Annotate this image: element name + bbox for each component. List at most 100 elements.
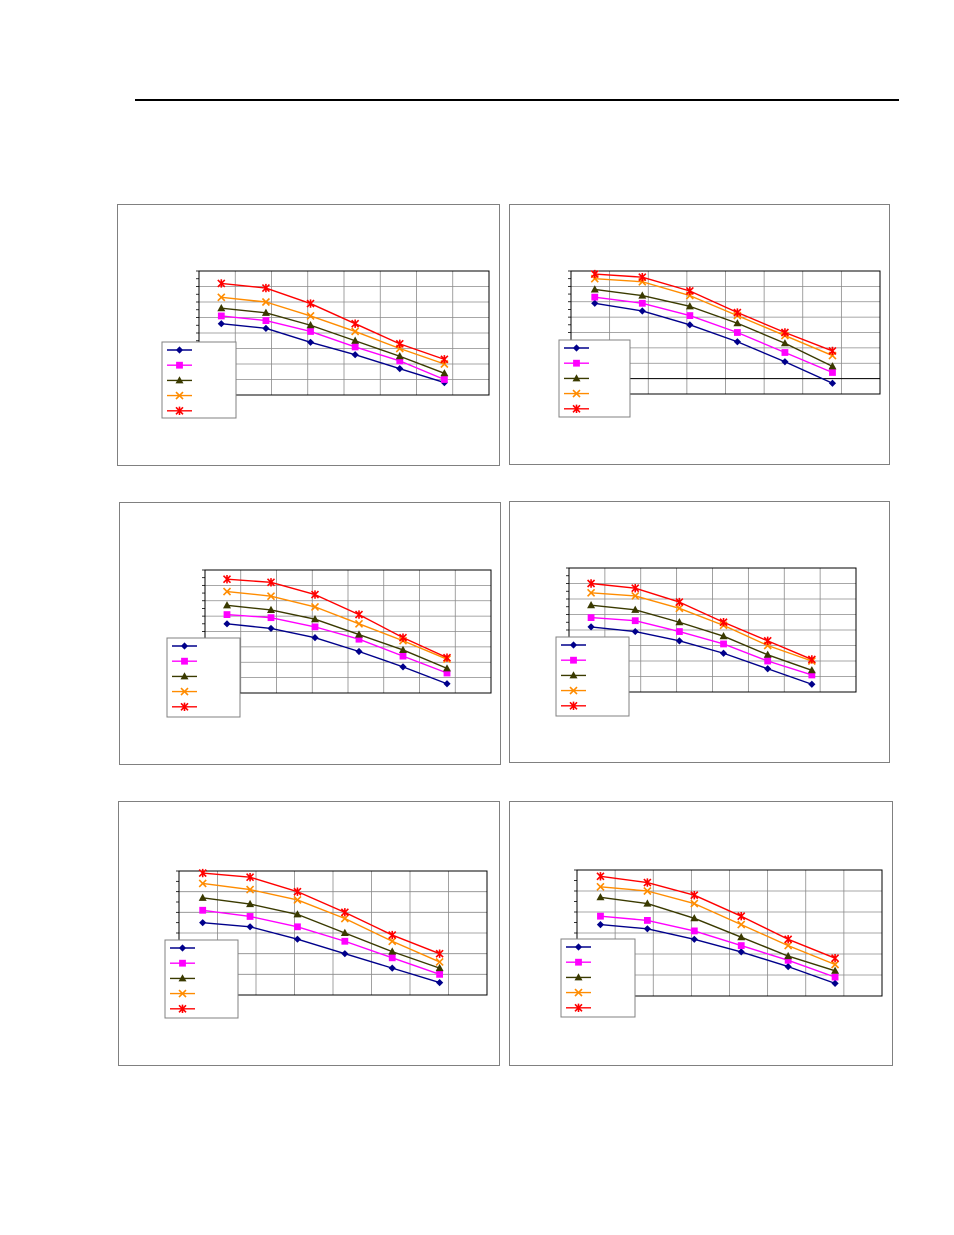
chart-2-series-3-point xyxy=(685,302,694,310)
chart-1-series-5-point xyxy=(306,299,315,308)
chart-2-plot-border xyxy=(570,270,881,395)
chart-5-series-3-point xyxy=(435,963,444,972)
chart-5-series-1-line xyxy=(202,921,440,984)
chart-3-series-5-point xyxy=(222,575,232,584)
chart-6-series-2-line xyxy=(600,915,836,978)
chart-4-series-4-line xyxy=(591,592,813,662)
chart-1-series-4-point xyxy=(306,311,315,321)
chart-1-series-5-point xyxy=(217,279,226,288)
chart-3-legend-marker-2 xyxy=(181,657,188,665)
header-rule xyxy=(135,99,899,101)
chart-2-series-5-line xyxy=(594,273,833,352)
chart-2-series-2-point xyxy=(638,299,646,307)
chart-5-series-5-point xyxy=(198,868,207,878)
chart-5-legend-marker-2 xyxy=(179,959,186,967)
chart-3-series-5-point xyxy=(354,610,364,619)
chart-1-series-5-point xyxy=(440,355,449,364)
chart-6-series-5-point xyxy=(596,872,605,881)
chart-4-series-2-point xyxy=(631,617,639,625)
chart-5-series-4-point xyxy=(435,957,444,966)
chart-panel-3 xyxy=(119,502,501,765)
chart-3-series-5-line xyxy=(226,578,448,659)
chart-1-series-5-point xyxy=(395,339,404,349)
chart-2-series-5-point xyxy=(733,308,742,317)
chart-2-series-2-point xyxy=(781,349,789,356)
chart-3-series-5-point xyxy=(442,653,452,662)
chart-4-series-2-point xyxy=(587,614,595,621)
chart-1-series-2-point xyxy=(262,317,270,324)
chart-6-series-5-point xyxy=(737,912,746,921)
chart-5-series-2-point xyxy=(246,913,254,920)
chart-6-plot-border xyxy=(576,869,883,997)
chart-5-series-4-point xyxy=(340,914,349,923)
chart-4-series-4-point xyxy=(675,604,684,613)
chart-3-series-3-point xyxy=(311,615,319,623)
chart-5-plot-border xyxy=(178,870,488,996)
chart-3-legend-marker-5 xyxy=(180,702,189,711)
chart-1-series-3-point xyxy=(261,308,270,316)
chart-2-series-5-point xyxy=(828,346,837,356)
chart-3-series-2-point xyxy=(399,652,407,660)
chart-4-series-3-point xyxy=(675,618,684,626)
chart-5-series-4-point xyxy=(388,937,397,946)
chart-4-series-1-point xyxy=(764,665,772,673)
chart-6-series-3-point xyxy=(737,933,746,941)
chart-1-series-3-line xyxy=(221,307,445,374)
chart-6-series-1-point xyxy=(831,979,839,987)
chart-1-legend-marker-3 xyxy=(175,376,184,384)
chart-5-legend-marker-5 xyxy=(178,1004,187,1013)
chart-5-series-2-line xyxy=(202,909,440,975)
chart-3-legend-box xyxy=(166,637,241,718)
chart-6-series-4-point xyxy=(596,882,605,891)
chart-3-series-2-line xyxy=(226,613,448,674)
chart-6-series-2-point xyxy=(643,917,651,924)
chart-2-series-5-point xyxy=(780,328,789,337)
chart-6-series-2-point xyxy=(784,956,792,964)
chart-4-legend-marker-3 xyxy=(569,671,578,679)
chart-4-series-1-line xyxy=(591,626,813,685)
chart-4-series-2-line xyxy=(591,616,813,676)
chart-2-series-1-point xyxy=(686,321,694,329)
chart-3-series-4-point xyxy=(310,602,320,611)
chart-panel-4 xyxy=(509,501,890,763)
chart-3-svg xyxy=(166,569,492,718)
chart-5-series-1-point xyxy=(246,923,254,931)
chart-3-series-4-point xyxy=(354,619,364,628)
chart-4-series-5-point xyxy=(587,579,596,588)
chart-6-legend-marker-4 xyxy=(574,988,583,997)
chart-3-series-5-point xyxy=(398,633,408,642)
chart-5-series-2-point xyxy=(341,937,349,945)
chart-1-legend-marker-1 xyxy=(175,346,184,354)
chart-4-series-3-point xyxy=(719,632,728,640)
chart-6-series-5-point xyxy=(643,878,652,887)
chart-5-series-4-point xyxy=(293,895,302,904)
chart-5-svg xyxy=(164,868,488,1019)
chart-5-series-3-point xyxy=(293,910,302,918)
chart-4-series-2-point xyxy=(720,640,727,648)
chart-3-series-1-point xyxy=(311,634,319,642)
chart-6-legend-marker-1 xyxy=(574,943,583,951)
chart-6-series-3-point xyxy=(784,951,793,960)
chart-6-series-3-point xyxy=(831,966,840,974)
chart-6-series-2-point xyxy=(737,942,745,949)
chart-4-series-4-point xyxy=(587,588,596,597)
chart-1-series-4-line xyxy=(221,296,445,365)
chart-2-svg xyxy=(558,269,881,418)
chart-3-series-4-point xyxy=(222,587,232,596)
chart-1-series-3-point xyxy=(306,321,315,329)
chart-3-legend-marker-3 xyxy=(180,672,189,680)
chart-1-series-4-point xyxy=(261,297,270,307)
chart-4-series-4-point xyxy=(631,591,640,600)
chart-1-svg xyxy=(161,270,490,419)
chart-2-series-1-line xyxy=(594,302,833,384)
chart-2-series-1-point xyxy=(828,379,837,387)
chart-1-series-2-line xyxy=(221,315,445,381)
chart-3-legend-marker-1 xyxy=(180,642,189,650)
chart-5-series-5-point xyxy=(435,949,444,958)
chart-5-series-5-line xyxy=(202,872,440,955)
chart-4-legend-marker-4 xyxy=(569,686,578,695)
chart-2-series-5-point xyxy=(590,269,599,279)
chart-3-series-3-point xyxy=(223,601,231,609)
chart-4-svg xyxy=(555,567,857,717)
chart-4-series-5-line xyxy=(591,582,813,661)
